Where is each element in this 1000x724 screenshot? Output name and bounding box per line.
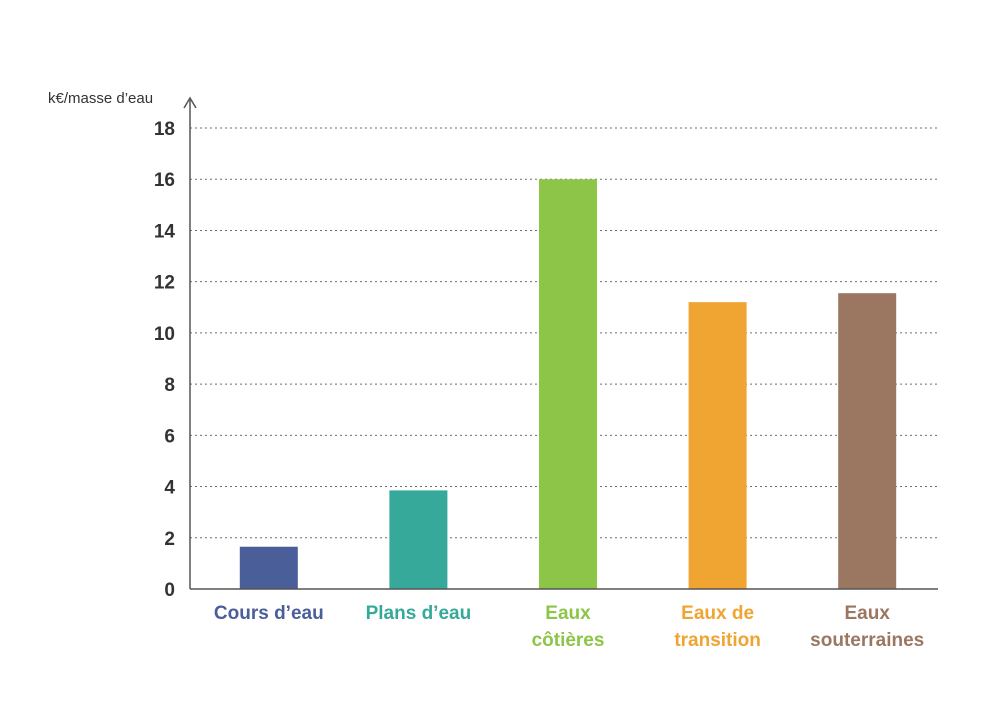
y-tick-label: 12	[154, 273, 175, 294]
category-label: Eaux de	[681, 603, 754, 624]
bars	[239, 179, 897, 589]
y-tick-label: 16	[154, 170, 175, 191]
y-tick-label: 0	[164, 580, 175, 601]
y-tick-label: 4	[164, 478, 175, 499]
bar	[389, 490, 448, 589]
y-tick-label: 14	[154, 221, 176, 242]
y-axis-arrow-icon	[183, 96, 197, 109]
y-tick-label: 18	[154, 119, 175, 140]
y-tick-label: 10	[154, 324, 175, 345]
y-tick-label: 8	[164, 375, 175, 396]
category-label: Eaux	[844, 603, 890, 624]
bar	[838, 293, 897, 589]
y-tick-label: 2	[164, 529, 175, 550]
bar	[239, 546, 298, 589]
bar	[688, 302, 747, 589]
axes	[183, 96, 938, 590]
category-label: souterraines	[810, 630, 924, 651]
category-label: Eaux	[545, 603, 591, 624]
category-labels: Cours d’eau Plans d’eau Eaux côtières Eaux d…	[214, 603, 924, 651]
category-label: Cours d’eau	[214, 603, 324, 624]
bar	[539, 179, 597, 589]
y-tick-label: 6	[164, 426, 175, 447]
y-axis-label: k€/masse d’eau	[48, 90, 153, 107]
category-label: côtières	[532, 630, 605, 651]
category-label: transition	[674, 630, 761, 651]
y-tick-labels: 0 2 4 6 8 10 12 14 16 18	[154, 119, 176, 601]
category-label: Plans d’eau	[366, 603, 472, 624]
